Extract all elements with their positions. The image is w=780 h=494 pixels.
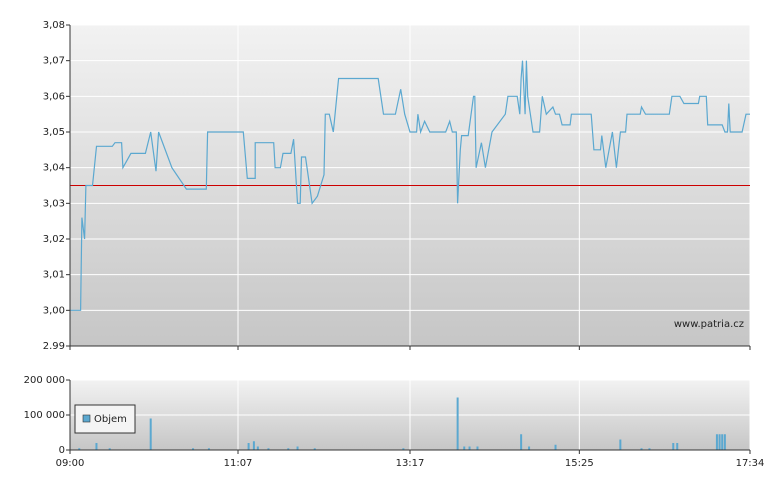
volume-bar	[672, 443, 675, 450]
volume-bar	[723, 434, 726, 450]
volume-bar	[476, 446, 479, 450]
volume-bar	[468, 446, 471, 450]
volume-bar	[296, 446, 299, 450]
volume-bar	[648, 448, 651, 450]
price-line	[70, 60, 750, 311]
x-tick-label: 09:00	[56, 458, 85, 469]
volume-bar	[267, 448, 270, 450]
volume-bar	[252, 441, 255, 450]
volume-bar	[463, 446, 466, 450]
volume-bar	[718, 434, 721, 450]
y-tick-label: 3,06	[43, 91, 65, 102]
volume-bar	[192, 448, 195, 450]
x-tick-label: 15:25	[565, 458, 594, 469]
volume-bar	[247, 443, 250, 450]
y-tick-label: 3,03	[43, 198, 65, 209]
volume-bar	[78, 448, 81, 450]
volume-bar	[619, 439, 622, 450]
volume-bar	[640, 448, 643, 450]
volume-bar	[676, 443, 679, 450]
volume-bar	[554, 444, 557, 450]
y-tick-label: 2.99	[43, 341, 65, 352]
y-tick-label: 100 000	[24, 410, 65, 421]
y-tick-label: 3,04	[43, 163, 65, 174]
volume-bar	[287, 448, 290, 450]
volume-bar	[715, 434, 718, 450]
x-tick-label: 17:34	[736, 458, 765, 469]
legend-swatch	[82, 414, 91, 423]
y-tick-label: 3,01	[43, 270, 65, 281]
x-tick-label: 11:07	[224, 458, 253, 469]
volume-bar	[528, 446, 531, 450]
volume-bar	[108, 448, 111, 450]
y-tick-label: 3,02	[43, 234, 65, 245]
volume-bar	[207, 448, 210, 450]
volume-bar	[402, 448, 405, 450]
y-tick-label: 3,05	[43, 127, 65, 138]
y-tick-label: 200 000	[24, 375, 65, 386]
y-tick-label: 0	[59, 445, 65, 456]
x-tick-label: 13:17	[396, 458, 425, 469]
volume-bar	[721, 434, 724, 450]
volume-bar	[149, 418, 152, 450]
watermark: www.patria.cz	[674, 319, 744, 330]
y-tick-label: 3,07	[43, 56, 65, 67]
volume-bar	[95, 443, 98, 450]
legend-label: Objem	[94, 414, 127, 425]
y-tick-label: 3,08	[43, 20, 65, 31]
y-tick-label: 3,00	[43, 305, 65, 316]
volume-bar	[256, 446, 259, 450]
volume-bar	[520, 434, 523, 450]
volume-bar	[456, 397, 459, 450]
volume-bar	[313, 448, 316, 450]
